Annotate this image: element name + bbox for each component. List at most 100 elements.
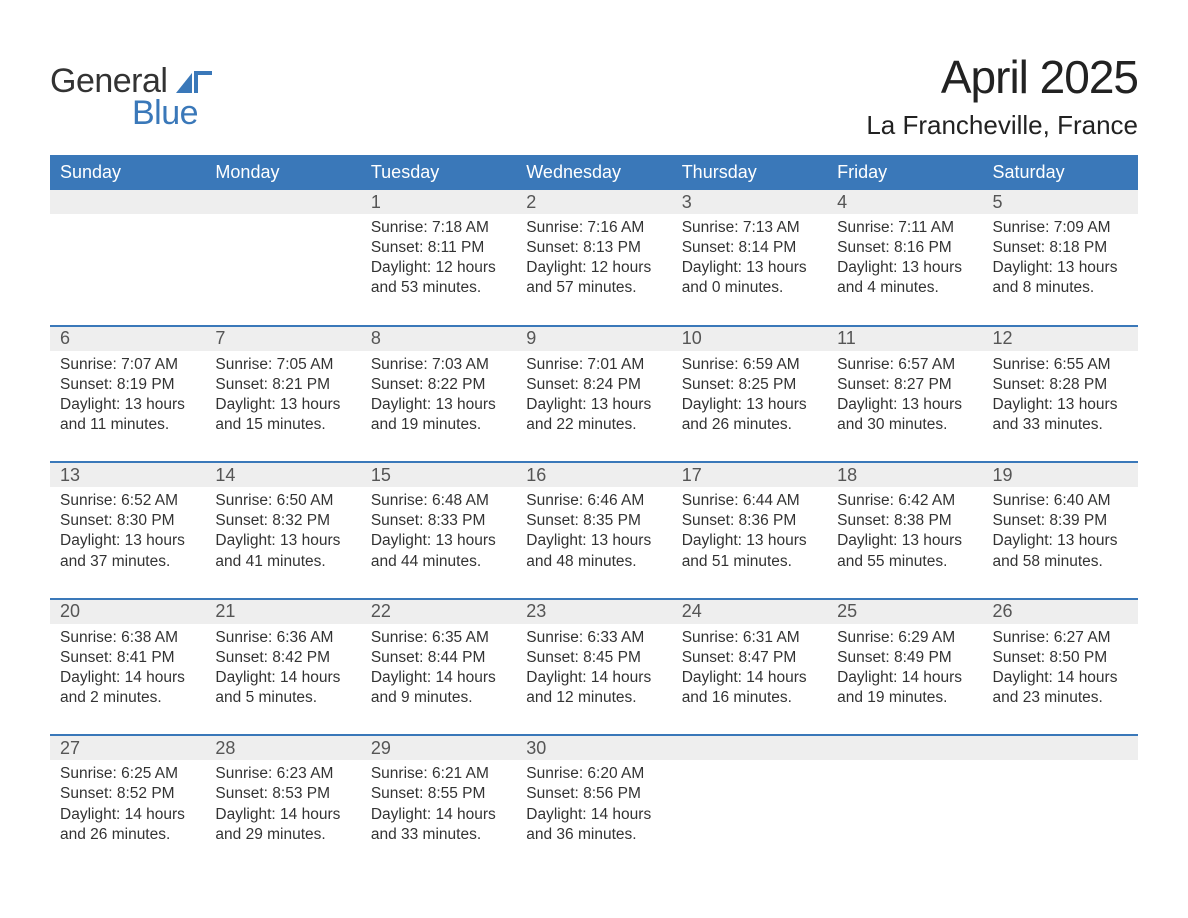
sunset-line: Sunset: 8:30 PM: [60, 511, 195, 531]
calendar-cell: [205, 190, 360, 309]
week-spacer: [50, 309, 1138, 325]
cell-body: Sunrise: 7:03 AMSunset: 8:22 PMDaylight:…: [361, 351, 516, 446]
sunrise-line: Sunrise: 6:33 AM: [526, 628, 661, 648]
sunset-line: Sunset: 8:24 PM: [526, 375, 661, 395]
daylight-line: Daylight: 14 hours and 16 minutes.: [682, 668, 817, 708]
daylight-line: Daylight: 14 hours and 5 minutes.: [215, 668, 350, 708]
daylight-line: Daylight: 13 hours and 8 minutes.: [993, 258, 1128, 298]
cell-body: Sunrise: 7:13 AMSunset: 8:14 PMDaylight:…: [672, 214, 827, 309]
sunrise-line: Sunrise: 6:35 AM: [371, 628, 506, 648]
cell-body: Sunrise: 7:09 AMSunset: 8:18 PMDaylight:…: [983, 214, 1138, 309]
calendar-cell: 1Sunrise: 7:18 AMSunset: 8:11 PMDaylight…: [361, 190, 516, 309]
cell-body: [672, 760, 827, 774]
week-spacer: [50, 718, 1138, 734]
date-number: 22: [361, 601, 391, 622]
date-bar: 14: [205, 463, 360, 487]
sunset-line: Sunset: 8:47 PM: [682, 648, 817, 668]
date-bar: 2: [516, 190, 671, 214]
sunrise-line: Sunrise: 7:07 AM: [60, 355, 195, 375]
sunset-line: Sunset: 8:35 PM: [526, 511, 661, 531]
calendar-cell: 12Sunrise: 6:55 AMSunset: 8:28 PMDayligh…: [983, 327, 1138, 446]
date-bar: 27: [50, 736, 205, 760]
date-bar: [205, 190, 360, 214]
date-bar: 12: [983, 327, 1138, 351]
sunrise-line: Sunrise: 6:42 AM: [837, 491, 972, 511]
sunset-line: Sunset: 8:39 PM: [993, 511, 1128, 531]
calendar-cell: 8Sunrise: 7:03 AMSunset: 8:22 PMDaylight…: [361, 327, 516, 446]
sunset-line: Sunset: 8:32 PM: [215, 511, 350, 531]
calendar-page: General Blue April 2025 La Francheville,…: [0, 0, 1188, 895]
sunrise-line: Sunrise: 7:03 AM: [371, 355, 506, 375]
calendar-cell: [672, 736, 827, 855]
cell-body: Sunrise: 6:23 AMSunset: 8:53 PMDaylight:…: [205, 760, 360, 855]
cell-body: Sunrise: 6:31 AMSunset: 8:47 PMDaylight:…: [672, 624, 827, 719]
sunrise-line: Sunrise: 6:40 AM: [993, 491, 1128, 511]
date-number: 30: [516, 738, 546, 759]
date-number: 10: [672, 328, 702, 349]
daylight-line: Daylight: 13 hours and 22 minutes.: [526, 395, 661, 435]
cell-body: [50, 214, 205, 228]
sunrise-line: Sunrise: 6:27 AM: [993, 628, 1128, 648]
title-block: April 2025 La Francheville, France: [866, 50, 1138, 141]
sunset-line: Sunset: 8:42 PM: [215, 648, 350, 668]
calendar-cell: 3Sunrise: 7:13 AMSunset: 8:14 PMDaylight…: [672, 190, 827, 309]
date-bar: 11: [827, 327, 982, 351]
date-bar: [827, 736, 982, 760]
date-bar: 7: [205, 327, 360, 351]
date-number: 6: [50, 328, 70, 349]
sunrise-line: Sunrise: 6:50 AM: [215, 491, 350, 511]
calendar-cell: 30 Sunrise: 6:20 AMSunset: 8:56 PMDayligh…: [516, 736, 671, 855]
cell-body: [205, 214, 360, 228]
calendar-cell: 5Sunrise: 7:09 AMSunset: 8:18 PMDaylight…: [983, 190, 1138, 309]
week-row: 27Sunrise: 6:25 AMSunset: 8:52 PMDayligh…: [50, 734, 1138, 855]
calendar-cell: 27Sunrise: 6:25 AMSunset: 8:52 PMDayligh…: [50, 736, 205, 855]
calendar-cell: [827, 736, 982, 855]
sunset-line: Sunset: 8:18 PM: [993, 238, 1128, 258]
calendar-cell: 16Sunrise: 6:46 AMSunset: 8:35 PMDayligh…: [516, 463, 671, 582]
calendar-cell: 25Sunrise: 6:29 AMSunset: 8:49 PMDayligh…: [827, 600, 982, 719]
week-row: 13Sunrise: 6:52 AMSunset: 8:30 PMDayligh…: [50, 461, 1138, 582]
date-bar: 13: [50, 463, 205, 487]
date-number: 8: [361, 328, 381, 349]
date-bar: 16: [516, 463, 671, 487]
sunset-line: Sunset: 8:14 PM: [682, 238, 817, 258]
cell-body: Sunrise: 6:40 AMSunset: 8:39 PMDaylight:…: [983, 487, 1138, 582]
date-bar: 29: [361, 736, 516, 760]
date-bar: 9: [516, 327, 671, 351]
sunset-line: Sunset: 8:16 PM: [837, 238, 972, 258]
calendar-cell: [983, 736, 1138, 855]
daylight-line: Daylight: 13 hours and 0 minutes.: [682, 258, 817, 298]
calendar-cell: 11Sunrise: 6:57 AMSunset: 8:27 PMDayligh…: [827, 327, 982, 446]
date-bar: 22: [361, 600, 516, 624]
cell-body: Sunrise: 7:05 AMSunset: 8:21 PMDaylight:…: [205, 351, 360, 446]
daylight-line: Daylight: 13 hours and 30 minutes.: [837, 395, 972, 435]
sunset-line: Sunset: 8:27 PM: [837, 375, 972, 395]
sunrise-line: Sunrise: 6:55 AM: [993, 355, 1128, 375]
date-bar: 3: [672, 190, 827, 214]
cell-body: Sunrise: 6:57 AMSunset: 8:27 PMDaylight:…: [827, 351, 982, 446]
date-number: 15: [361, 465, 391, 486]
cell-body: Sunrise: 6:25 AMSunset: 8:52 PMDaylight:…: [50, 760, 205, 855]
daylight-line: Daylight: 14 hours and 36 minutes.: [526, 805, 661, 845]
date-bar: [672, 736, 827, 760]
daylight-line: Daylight: 13 hours and 26 minutes.: [682, 395, 817, 435]
date-number: 19: [983, 465, 1013, 486]
date-bar: 15: [361, 463, 516, 487]
calendar-cell: 14Sunrise: 6:50 AMSunset: 8:32 PMDayligh…: [205, 463, 360, 582]
calendar-cell: 10Sunrise: 6:59 AMSunset: 8:25 PMDayligh…: [672, 327, 827, 446]
sunrise-line: Sunrise: 6:21 AM: [371, 764, 506, 784]
date-number: 28: [205, 738, 235, 759]
date-number: 21: [205, 601, 235, 622]
sunset-line: Sunset: 8:21 PM: [215, 375, 350, 395]
daylight-line: Daylight: 14 hours and 2 minutes.: [60, 668, 195, 708]
sunset-line: Sunset: 8:41 PM: [60, 648, 195, 668]
location-label: La Francheville, France: [866, 110, 1138, 141]
date-bar: 8: [361, 327, 516, 351]
sunrise-line: Sunrise: 6:23 AM: [215, 764, 350, 784]
sunset-line: Sunset: 8:56 PM: [526, 784, 661, 804]
sunrise-line: Sunrise: 7:05 AM: [215, 355, 350, 375]
date-bar: 5: [983, 190, 1138, 214]
day-header-saturday: Saturday: [983, 155, 1138, 190]
sunrise-line: Sunrise: 6:20 AM: [526, 764, 661, 784]
cell-body: Sunrise: 6:48 AMSunset: 8:33 PMDaylight:…: [361, 487, 516, 582]
